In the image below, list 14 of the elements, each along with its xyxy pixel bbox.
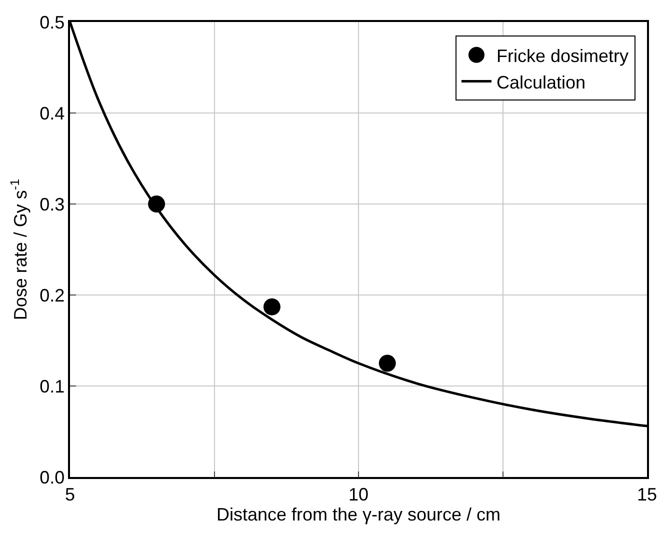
y-tick-label: 0.4 [40,103,65,124]
x-tick-label: 5 [64,484,76,504]
y-tick-label: 0.3 [40,194,65,214]
x-tick-label: 15 [636,484,658,504]
x-tick-label: 10 [348,484,369,504]
point [263,298,280,316]
y-tick-label: 0.0 [40,467,65,488]
legend-label: Fricke dosimetry [496,46,628,66]
y-tick-label: 0.2 [40,285,65,306]
y-tick-label: 0.5 [40,12,65,32]
x-axis-title: Distance from the γ-ray source / cm [216,504,501,524]
legend-label: Calculation [496,72,586,92]
y-tick-label: 0.1 [40,376,65,396]
point [378,354,396,372]
